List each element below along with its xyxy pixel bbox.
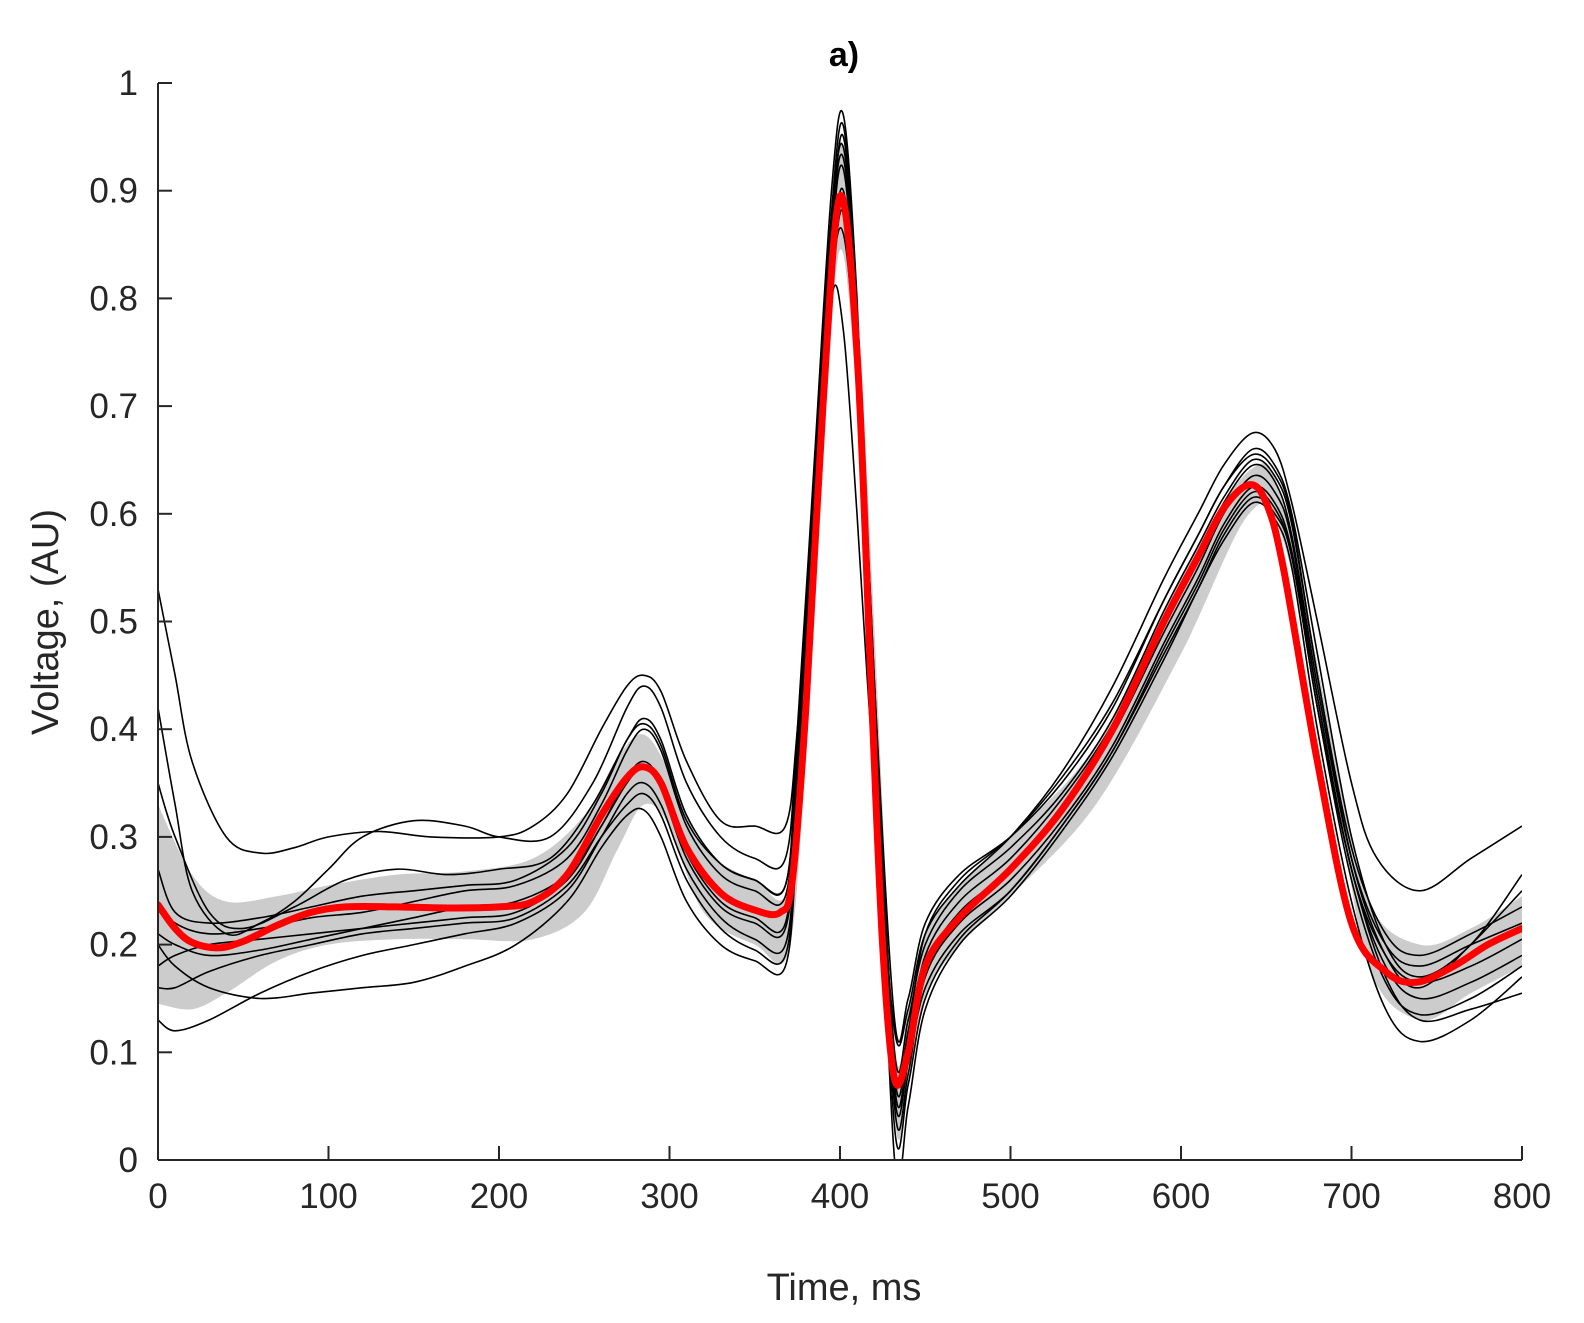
- x-tick-label: 400: [811, 1177, 869, 1216]
- y-tick-label: 0.8: [89, 279, 138, 318]
- y-tick-label: 0.1: [89, 1033, 138, 1072]
- y-tick-label: 1: [119, 64, 138, 103]
- x-tick-label: 0: [148, 1177, 167, 1216]
- x-tick-label: 300: [640, 1177, 698, 1216]
- y-axis-label: Voltage, (AU): [25, 509, 67, 735]
- y-tick-label: 0.5: [89, 603, 138, 642]
- y-tick-label: 0.4: [89, 710, 138, 749]
- axes: 0 100 200 300 400 500 600 700 800 0 0.1 0.2 0.3 0.4 0.…: [89, 64, 1551, 1216]
- y-tick-label: 0: [119, 1141, 138, 1180]
- x-tick-label: 200: [470, 1177, 528, 1216]
- trace-line-1: [158, 284, 1522, 1047]
- trace-line-2: [158, 109, 1522, 1043]
- y-tick-label: 0.3: [89, 818, 138, 857]
- mean-line: [158, 192, 1522, 1089]
- x-tick-label: 100: [299, 1177, 357, 1216]
- x-axis-label: Time, ms: [767, 1267, 922, 1309]
- std-band: [158, 141, 1522, 1140]
- trace-line-9: [158, 122, 1522, 1088]
- trace-line-4: [158, 209, 1522, 1118]
- y-tick-label: 0.6: [89, 495, 138, 534]
- y-tick-label: 0.7: [89, 387, 138, 426]
- trace-line-10: [158, 153, 1522, 1109]
- x-tick-label: 600: [1152, 1177, 1210, 1216]
- y-tick-label: 0.9: [89, 172, 138, 211]
- x-tick-label: 500: [981, 1177, 1039, 1216]
- x-tick-label: 700: [1322, 1177, 1380, 1216]
- plot-area: [158, 109, 1522, 1160]
- y-tick-label: 0.2: [89, 926, 138, 965]
- x-tick-label: 800: [1493, 1177, 1551, 1216]
- trace-line-7: [158, 164, 1522, 1131]
- chart-title: a): [829, 36, 859, 74]
